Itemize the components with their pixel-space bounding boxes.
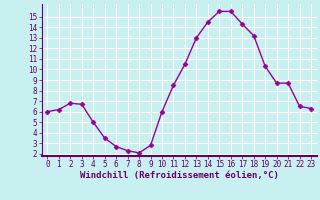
X-axis label: Windchill (Refroidissement éolien,°C): Windchill (Refroidissement éolien,°C) [80,171,279,180]
